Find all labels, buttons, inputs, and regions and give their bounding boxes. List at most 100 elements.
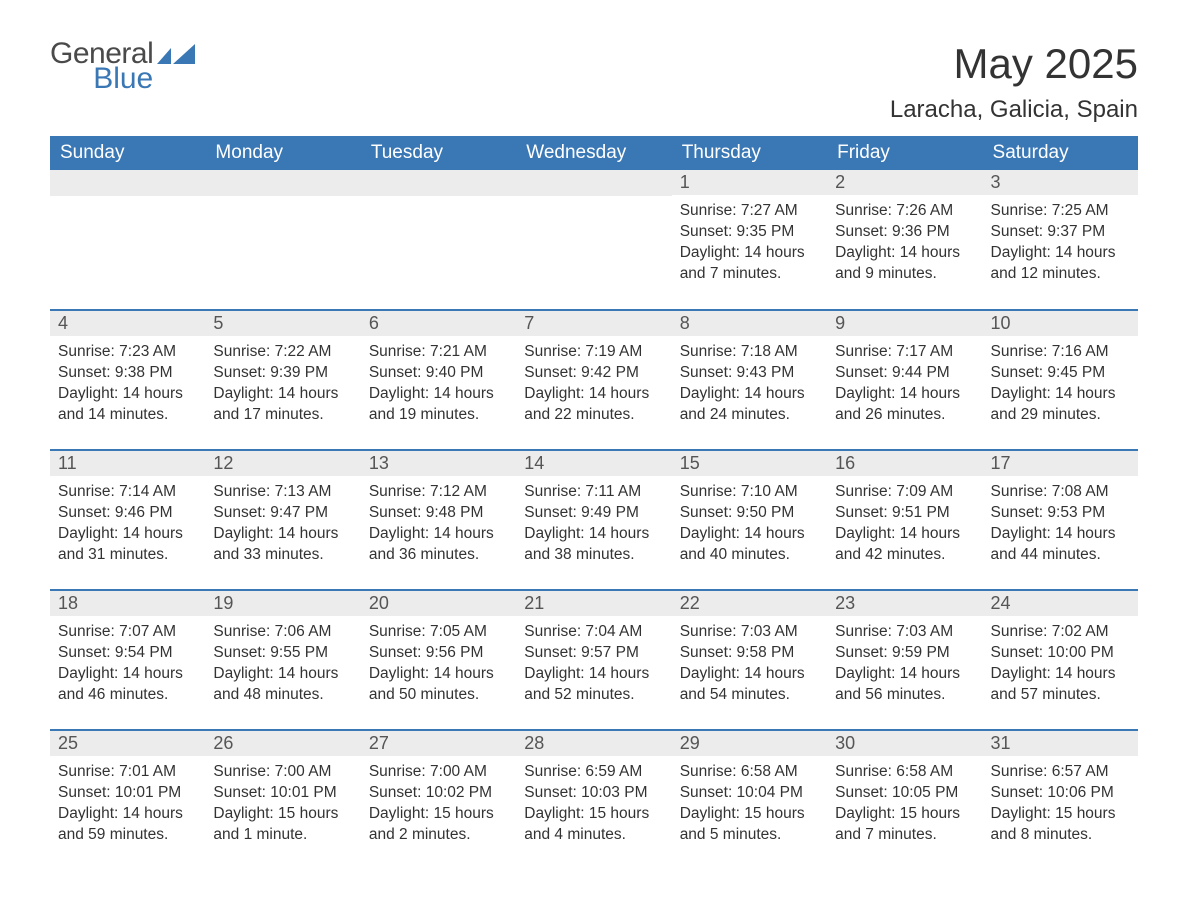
day-content: Sunrise: 7:25 AMSunset: 9:37 PMDaylight:… [983,195,1138,291]
calendar-cell: 6Sunrise: 7:21 AMSunset: 9:40 PMDaylight… [361,310,516,450]
calendar-cell: 19Sunrise: 7:06 AMSunset: 9:55 PMDayligh… [205,590,360,730]
calendar-cell: 14Sunrise: 7:11 AMSunset: 9:49 PMDayligh… [516,450,671,590]
day-content: Sunrise: 7:00 AMSunset: 10:01 PMDaylight… [205,756,360,852]
sunrise-line: Sunrise: 6:58 AM [680,762,819,783]
calendar-cell: 12Sunrise: 7:13 AMSunset: 9:47 PMDayligh… [205,450,360,590]
daylight-line: Daylight: 14 hours and 22 minutes. [524,384,663,426]
calendar-body: 1Sunrise: 7:27 AMSunset: 9:35 PMDaylight… [50,170,1138,870]
day-content: Sunrise: 7:21 AMSunset: 9:40 PMDaylight:… [361,336,516,432]
weekday-header: Wednesday [516,136,671,170]
sunrise-line: Sunrise: 7:19 AM [524,342,663,363]
day-content: Sunrise: 6:58 AMSunset: 10:05 PMDaylight… [827,756,982,852]
day-number: 9 [827,311,982,336]
calendar-cell: 10Sunrise: 7:16 AMSunset: 9:45 PMDayligh… [983,310,1138,450]
sunset-line: Sunset: 10:01 PM [58,783,197,804]
brand-logo: General Blue [50,40,197,93]
calendar-cell: 3Sunrise: 7:25 AMSunset: 9:37 PMDaylight… [983,170,1138,310]
weekday-header: Friday [827,136,982,170]
weekday-header-row: Sunday Monday Tuesday Wednesday Thursday… [50,136,1138,170]
calendar-cell: 7Sunrise: 7:19 AMSunset: 9:42 PMDaylight… [516,310,671,450]
day-content: Sunrise: 7:12 AMSunset: 9:48 PMDaylight:… [361,476,516,572]
sunrise-line: Sunrise: 7:13 AM [213,482,352,503]
sunset-line: Sunset: 9:36 PM [835,222,974,243]
sunrise-line: Sunrise: 7:12 AM [369,482,508,503]
sunset-line: Sunset: 10:06 PM [991,783,1130,804]
sunrise-line: Sunrise: 7:03 AM [835,622,974,643]
sunrise-line: Sunrise: 7:04 AM [524,622,663,643]
brand-flag-icon [157,44,197,72]
sunset-line: Sunset: 9:39 PM [213,363,352,384]
sunset-line: Sunset: 9:53 PM [991,503,1130,524]
day-number: 5 [205,311,360,336]
daylight-line: Daylight: 14 hours and 52 minutes. [524,664,663,706]
day-number: 13 [361,451,516,476]
sunrise-line: Sunrise: 7:22 AM [213,342,352,363]
daylight-line: Daylight: 14 hours and 46 minutes. [58,664,197,706]
daylight-line: Daylight: 14 hours and 54 minutes. [680,664,819,706]
day-number: 12 [205,451,360,476]
day-content: Sunrise: 7:03 AMSunset: 9:59 PMDaylight:… [827,616,982,712]
calendar-cell: 18Sunrise: 7:07 AMSunset: 9:54 PMDayligh… [50,590,205,730]
sunrise-line: Sunrise: 7:17 AM [835,342,974,363]
sunrise-line: Sunrise: 7:05 AM [369,622,508,643]
daylight-line: Daylight: 14 hours and 7 minutes. [680,243,819,285]
day-content: Sunrise: 7:17 AMSunset: 9:44 PMDaylight:… [827,336,982,432]
calendar-table: Sunday Monday Tuesday Wednesday Thursday… [50,136,1138,870]
page-header: General Blue May 2025 Laracha, Galicia, … [50,40,1138,124]
calendar-row: 4Sunrise: 7:23 AMSunset: 9:38 PMDaylight… [50,310,1138,450]
calendar-cell: 30Sunrise: 6:58 AMSunset: 10:05 PMDaylig… [827,730,982,870]
sunrise-line: Sunrise: 7:18 AM [680,342,819,363]
daylight-line: Daylight: 14 hours and 26 minutes. [835,384,974,426]
calendar-cell: 26Sunrise: 7:00 AMSunset: 10:01 PMDaylig… [205,730,360,870]
calendar-cell [50,170,205,310]
sunset-line: Sunset: 9:54 PM [58,643,197,664]
day-content: Sunrise: 7:13 AMSunset: 9:47 PMDaylight:… [205,476,360,572]
sunset-line: Sunset: 9:45 PM [991,363,1130,384]
daylight-line: Daylight: 15 hours and 2 minutes. [369,804,508,846]
daylight-line: Daylight: 14 hours and 19 minutes. [369,384,508,426]
calendar-cell: 15Sunrise: 7:10 AMSunset: 9:50 PMDayligh… [672,450,827,590]
daylight-line: Daylight: 14 hours and 42 minutes. [835,524,974,566]
calendar-cell: 20Sunrise: 7:05 AMSunset: 9:56 PMDayligh… [361,590,516,730]
sunset-line: Sunset: 9:56 PM [369,643,508,664]
calendar-cell: 29Sunrise: 6:58 AMSunset: 10:04 PMDaylig… [672,730,827,870]
sunset-line: Sunset: 9:38 PM [58,363,197,384]
sunrise-line: Sunrise: 7:08 AM [991,482,1130,503]
calendar-cell: 2Sunrise: 7:26 AMSunset: 9:36 PMDaylight… [827,170,982,310]
sunset-line: Sunset: 10:05 PM [835,783,974,804]
day-number: 15 [672,451,827,476]
day-number: 16 [827,451,982,476]
daylight-line: Daylight: 14 hours and 24 minutes. [680,384,819,426]
day-content: Sunrise: 7:03 AMSunset: 9:58 PMDaylight:… [672,616,827,712]
brand-word2: Blue [93,65,153,94]
calendar-cell: 17Sunrise: 7:08 AMSunset: 9:53 PMDayligh… [983,450,1138,590]
daylight-line: Daylight: 14 hours and 48 minutes. [213,664,352,706]
calendar-cell: 27Sunrise: 7:00 AMSunset: 10:02 PMDaylig… [361,730,516,870]
sunset-line: Sunset: 10:03 PM [524,783,663,804]
day-content: Sunrise: 7:19 AMSunset: 9:42 PMDaylight:… [516,336,671,432]
daylight-line: Daylight: 15 hours and 8 minutes. [991,804,1130,846]
day-content: Sunrise: 7:05 AMSunset: 9:56 PMDaylight:… [361,616,516,712]
daylight-line: Daylight: 14 hours and 50 minutes. [369,664,508,706]
calendar-row: 1Sunrise: 7:27 AMSunset: 9:35 PMDaylight… [50,170,1138,310]
daylight-line: Daylight: 14 hours and 44 minutes. [991,524,1130,566]
calendar-row: 11Sunrise: 7:14 AMSunset: 9:46 PMDayligh… [50,450,1138,590]
sunset-line: Sunset: 9:44 PM [835,363,974,384]
day-content: Sunrise: 7:06 AMSunset: 9:55 PMDaylight:… [205,616,360,712]
sunrise-line: Sunrise: 6:59 AM [524,762,663,783]
calendar-cell: 22Sunrise: 7:03 AMSunset: 9:58 PMDayligh… [672,590,827,730]
day-number: 25 [50,731,205,756]
brand-text: General Blue [50,40,153,93]
daylight-line: Daylight: 15 hours and 7 minutes. [835,804,974,846]
title-block: May 2025 Laracha, Galicia, Spain [890,40,1138,124]
day-content: Sunrise: 7:08 AMSunset: 9:53 PMDaylight:… [983,476,1138,572]
calendar-cell: 23Sunrise: 7:03 AMSunset: 9:59 PMDayligh… [827,590,982,730]
daylight-line: Daylight: 14 hours and 14 minutes. [58,384,197,426]
sunrise-line: Sunrise: 7:10 AM [680,482,819,503]
day-number: 6 [361,311,516,336]
sunrise-line: Sunrise: 6:57 AM [991,762,1130,783]
daylight-line: Daylight: 15 hours and 5 minutes. [680,804,819,846]
day-number: 10 [983,311,1138,336]
sunset-line: Sunset: 10:02 PM [369,783,508,804]
day-content: Sunrise: 7:09 AMSunset: 9:51 PMDaylight:… [827,476,982,572]
